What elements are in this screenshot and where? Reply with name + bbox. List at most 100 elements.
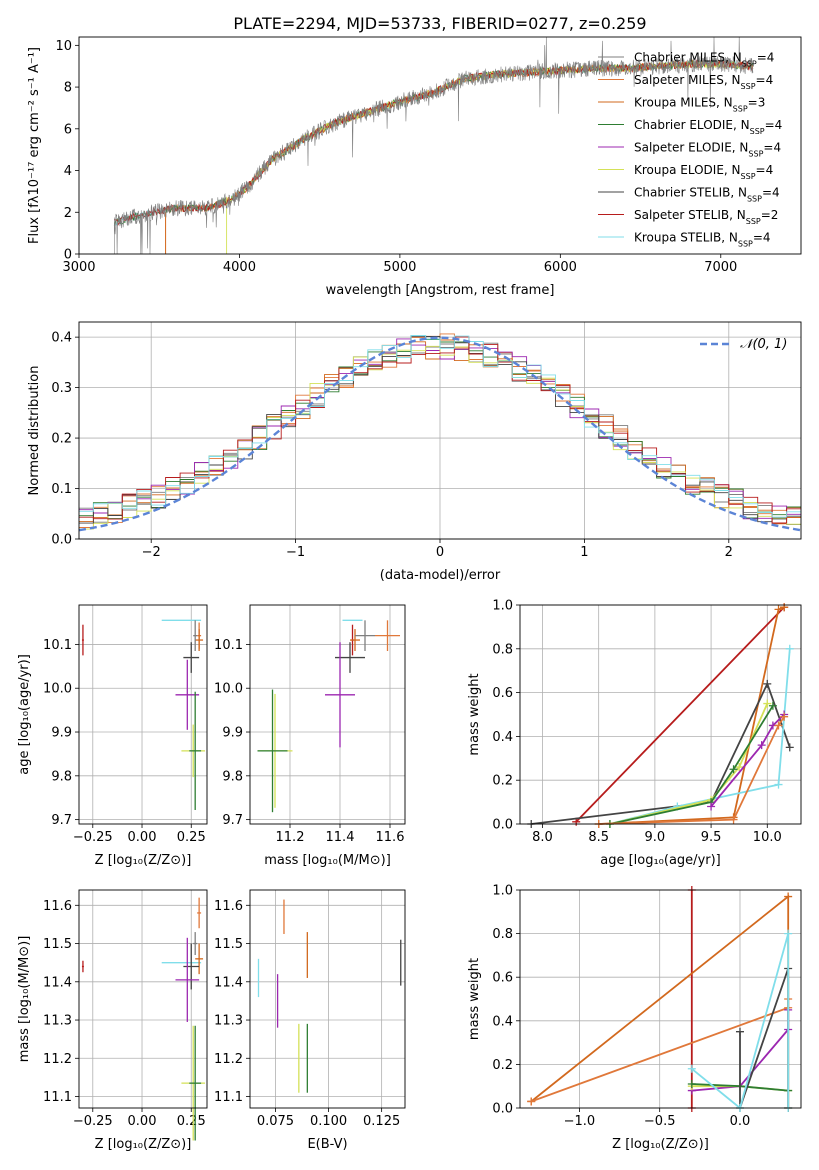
x-tick-label: 9.5 bbox=[701, 830, 722, 845]
line-chabrier-elodie bbox=[609, 705, 774, 825]
point-marker bbox=[763, 699, 772, 708]
x-tick-label: 9.0 bbox=[645, 830, 666, 845]
y-tick-label: 4 bbox=[64, 164, 72, 179]
x-tick-label: 0.25 bbox=[177, 1114, 206, 1129]
legend-label: Chabrier MILES, NSSP=4 bbox=[634, 51, 774, 69]
legend-value: =4 bbox=[753, 231, 771, 245]
y-tick-label: 0.4 bbox=[492, 1014, 513, 1029]
y-tick-label: 9.9 bbox=[51, 726, 72, 741]
y-axis-label: Flux [fλ10⁻¹⁷ erg cm⁻² s⁻¹ A⁻¹] bbox=[27, 47, 42, 244]
legend-value: =4 bbox=[762, 186, 780, 200]
panel-mass_vs_EBV: 0.075 0.100 0.125 11.1 11.2 11.3 11.4 11.5 11.6 E… bbox=[214, 889, 406, 1152]
line-kroupa-elodie bbox=[609, 703, 769, 825]
panel-age_vs_mass: 11.2 11.4 11.6 9.7 9.8 9.9 10.0 10.1 mass [log₁₀… bbox=[214, 604, 406, 868]
y-tick-label: 11.6 bbox=[214, 899, 243, 914]
x-tick-label: 0.075 bbox=[257, 1114, 294, 1129]
x-tick-label: 6000 bbox=[544, 260, 577, 275]
line-kroupa-miles bbox=[598, 606, 785, 825]
legend-value: =4 bbox=[756, 73, 774, 87]
panel-massweight_vs_Z: −1.0 −0.5 0.0 0.0 0.2 0.4 0.6 0.8 1.0 Z [log₁₀(Z/… bbox=[467, 884, 802, 1152]
point-marker bbox=[785, 644, 794, 653]
axes-frame bbox=[78, 604, 208, 825]
legend-subscript: SSP bbox=[747, 194, 762, 203]
y-tick-label: 0.3 bbox=[51, 381, 72, 396]
y-tick-label: 2 bbox=[64, 206, 72, 221]
legend-label: Salpeter ELODIE, NSSP=4 bbox=[634, 141, 781, 159]
axes-frame bbox=[519, 604, 802, 825]
point-marker bbox=[527, 1097, 536, 1106]
legend-value: =4 bbox=[756, 163, 774, 177]
y-axis-label: mass [log₁₀(M/M⊙)] bbox=[17, 936, 32, 1063]
y-tick-label: 11.4 bbox=[43, 975, 72, 990]
y-tick-label: 6 bbox=[64, 122, 72, 137]
y-tick-label: 10.0 bbox=[214, 682, 243, 697]
y-tick-label: 10.0 bbox=[43, 682, 72, 697]
x-axis-label: wavelength [Angstrom, rest frame] bbox=[326, 283, 555, 298]
legend-value: =4 bbox=[765, 118, 783, 132]
x-tick-label: 1 bbox=[580, 545, 588, 560]
point-marker bbox=[774, 605, 783, 614]
point-marker bbox=[774, 721, 783, 730]
legend-label: Salpeter MILES, NSSP=4 bbox=[634, 73, 773, 91]
line-kroupa-stelib bbox=[691, 933, 790, 1110]
y-tick-label: 0.6 bbox=[492, 971, 513, 986]
legend-label: Chabrier ELODIE, NSSP=4 bbox=[634, 118, 782, 136]
y-tick-label: 1.0 bbox=[492, 599, 513, 614]
x-tick-label: 0.100 bbox=[310, 1114, 347, 1129]
legend-subscript: SSP bbox=[746, 217, 761, 226]
x-tick-label: 11.2 bbox=[276, 830, 305, 845]
y-tick-label: 11.2 bbox=[214, 1052, 243, 1067]
x-tick-label: 0 bbox=[436, 545, 444, 560]
y-tick-label: 11.2 bbox=[43, 1052, 72, 1067]
x-tick-label: 0.25 bbox=[177, 830, 206, 845]
legend-subscript: SSP bbox=[741, 82, 756, 91]
legend-value: =4 bbox=[757, 51, 775, 65]
legend-label: Chabrier STELIB, NSSP=4 bbox=[634, 186, 780, 204]
y-tick-label: 0.2 bbox=[492, 1058, 513, 1073]
point-marker bbox=[687, 1080, 696, 1089]
y-tick-label: 11.1 bbox=[214, 1090, 243, 1105]
y-tick-label: 10.1 bbox=[214, 638, 243, 653]
legend-subscript: SSP bbox=[741, 172, 756, 181]
panel-age_vs_Z: −0.25 0.00 0.25 9.7 9.8 9.9 10.0 10.1 Z [log₁₀(Z… bbox=[17, 604, 208, 868]
legend-value: =3 bbox=[748, 96, 766, 110]
point-marker bbox=[729, 815, 738, 824]
x-tick-label: −0.25 bbox=[73, 830, 113, 845]
point-marker bbox=[768, 701, 777, 710]
line-salpeter-elodie bbox=[710, 713, 785, 808]
y-tick-label: 0.8 bbox=[492, 642, 513, 657]
y-tick-label: 9.8 bbox=[51, 769, 72, 784]
y-tick-label: 0.2 bbox=[492, 774, 513, 789]
x-axis-label: Z [log₁₀(Z/Z⊙)] bbox=[95, 853, 192, 868]
y-tick-label: 9.7 bbox=[51, 813, 72, 828]
y-tick-label: 1.0 bbox=[492, 884, 513, 899]
panel-spectrum: 3000 4000 5000 6000 7000 0 2 4 6 8 10 Chabrier MILE… bbox=[27, 36, 802, 298]
axes-frame bbox=[249, 889, 406, 1109]
axes-frame bbox=[78, 321, 802, 540]
x-tick-label: 2 bbox=[725, 545, 733, 560]
axes-frame bbox=[249, 604, 406, 825]
point-marker bbox=[729, 765, 738, 774]
y-axis-label: mass weight bbox=[467, 673, 482, 755]
y-tick-label: 0.8 bbox=[492, 927, 513, 942]
y-tick-label: 10.1 bbox=[43, 638, 72, 653]
y-axis-label: age [log₁₀(age/yr)] bbox=[17, 654, 32, 775]
legend-label: Kroupa STELIB, NSSP=4 bbox=[634, 231, 771, 249]
x-tick-label: 10.0 bbox=[753, 830, 782, 845]
x-tick-label: −0.25 bbox=[73, 1114, 113, 1129]
axes-frame bbox=[519, 889, 802, 1109]
x-axis-label: mass [log₁₀(M/M⊙)] bbox=[264, 853, 391, 868]
y-tick-label: 0.1 bbox=[51, 482, 72, 497]
legend-subscript: SSP bbox=[750, 127, 765, 136]
y-tick-label: 11.3 bbox=[43, 1014, 72, 1029]
y-tick-label: 0.6 bbox=[492, 686, 513, 701]
line-salpeter-miles bbox=[598, 716, 785, 825]
x-tick-label: 8.0 bbox=[532, 830, 553, 845]
y-tick-label: 9.8 bbox=[222, 769, 243, 784]
x-axis-label: age [log₁₀(age/yr)] bbox=[600, 853, 721, 868]
y-tick-label: 9.7 bbox=[222, 813, 243, 828]
y-tick-label: 0.2 bbox=[51, 432, 72, 447]
spectrum-line bbox=[165, 59, 754, 254]
y-tick-label: 9.9 bbox=[222, 726, 243, 741]
